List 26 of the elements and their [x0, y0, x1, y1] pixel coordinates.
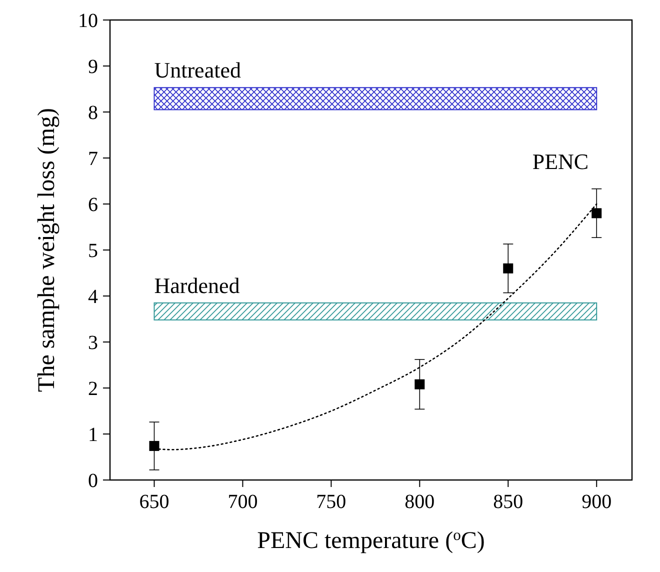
x-tick-label: 700	[228, 491, 258, 513]
band-label: Untreated	[154, 58, 241, 83]
band-label: Hardened	[154, 272, 240, 298]
x-tick-label: 750	[316, 491, 346, 513]
series-label: PENC	[532, 149, 589, 174]
point	[149, 440, 160, 451]
y-tick-label: 10	[78, 10, 98, 32]
x-tick-label: 900	[582, 491, 612, 513]
y-tick-label: 2	[88, 378, 98, 400]
y-tick-label: 0	[88, 470, 98, 492]
x-tick-label: 800	[404, 491, 435, 513]
y-tick-label: 3	[88, 332, 98, 354]
y-tick-label: 7	[88, 148, 98, 170]
point	[503, 263, 514, 274]
x-axis-title: PENC temperature ($^{o}$C)	[257, 526, 485, 554]
point	[592, 208, 602, 218]
x-tick-label: 650	[139, 491, 170, 513]
y-tick-label: 8	[88, 102, 98, 124]
y-tick-label: 6	[88, 194, 98, 216]
y-tick-label: 4	[88, 286, 98, 308]
y-tick-label: 5	[88, 240, 98, 262]
point	[414, 379, 425, 390]
y-axis-title: The samphe weight loss (mg)	[34, 108, 60, 392]
y-tick-label: 1	[88, 424, 98, 446]
x-tick-label: 850	[493, 491, 524, 513]
y-tick-label: 9	[88, 56, 98, 78]
